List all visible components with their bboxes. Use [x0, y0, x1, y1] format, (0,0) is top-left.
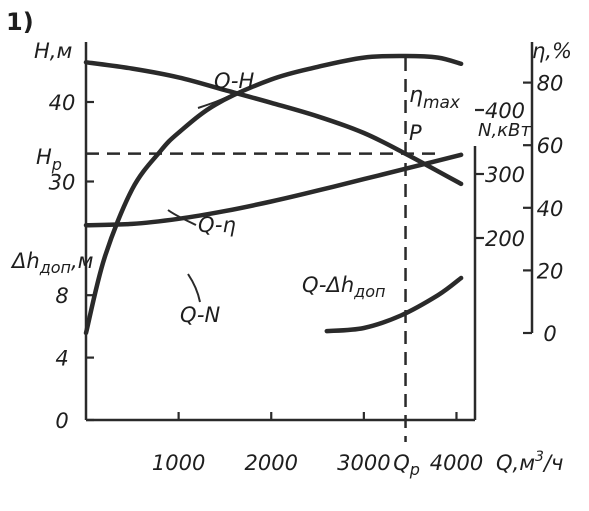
head-tick-label: 30	[49, 171, 76, 195]
q-dh-label: Q-Δhдоп	[302, 273, 385, 301]
q-h-label: Q-H	[214, 69, 254, 93]
power-tick-label: 300	[485, 163, 525, 187]
head-axis-label: H,м	[34, 39, 72, 63]
power-tick-label: 400	[485, 99, 525, 123]
npsh-tick-label: 0	[55, 409, 68, 433]
x-tick-label: 1000	[152, 451, 205, 475]
guide-layer	[86, 58, 438, 442]
q-eta-curve	[83, 53, 464, 336]
head-tick-label: 40	[49, 91, 76, 115]
q-h-curve	[83, 60, 464, 187]
head-marker-label: Hр	[36, 145, 62, 174]
power-axis-label: N,кВт	[478, 120, 531, 141]
power-tick-label: 200	[485, 227, 525, 251]
flow-marker-label: Qр	[393, 451, 420, 479]
figure-label: 1)	[6, 8, 34, 36]
efficiency-tick-label: 60	[537, 134, 564, 158]
x-tick-label: 2000	[245, 451, 298, 475]
efficiency-axis-label: η,%	[532, 39, 572, 63]
q-dh-curve	[324, 275, 464, 334]
efficiency-tick-label: 40	[537, 197, 564, 221]
q-eta-label: Q-η	[198, 213, 236, 237]
text-layer: 1)1000 2000 3000 4000 Q,м3/чH,м4030HрΔhдоп,м…	[6, 8, 572, 479]
q-n-label: Q-N	[180, 303, 220, 327]
efficiency-tick-label: 20	[537, 259, 564, 283]
operating-point-label: P	[409, 121, 422, 145]
axes-layer	[84, 42, 534, 422]
eta-max-label: ηmax	[409, 83, 461, 113]
x-tick-label: 3000	[337, 451, 390, 475]
npsh-tick-label: 4	[55, 347, 68, 371]
npsh-tick-label: 8	[55, 284, 68, 308]
curve-layer	[83, 53, 464, 336]
x-axis-label: Q,м3/ч	[496, 449, 563, 475]
efficiency-tick-label: 0	[543, 322, 556, 346]
x-tick-label: 4000	[430, 451, 483, 475]
efficiency-tick-label: 80	[537, 72, 564, 96]
q-n-leader	[187, 273, 201, 303]
npsh-axis-label: Δhдоп,м	[10, 249, 94, 277]
q-n-curve	[83, 152, 464, 228]
